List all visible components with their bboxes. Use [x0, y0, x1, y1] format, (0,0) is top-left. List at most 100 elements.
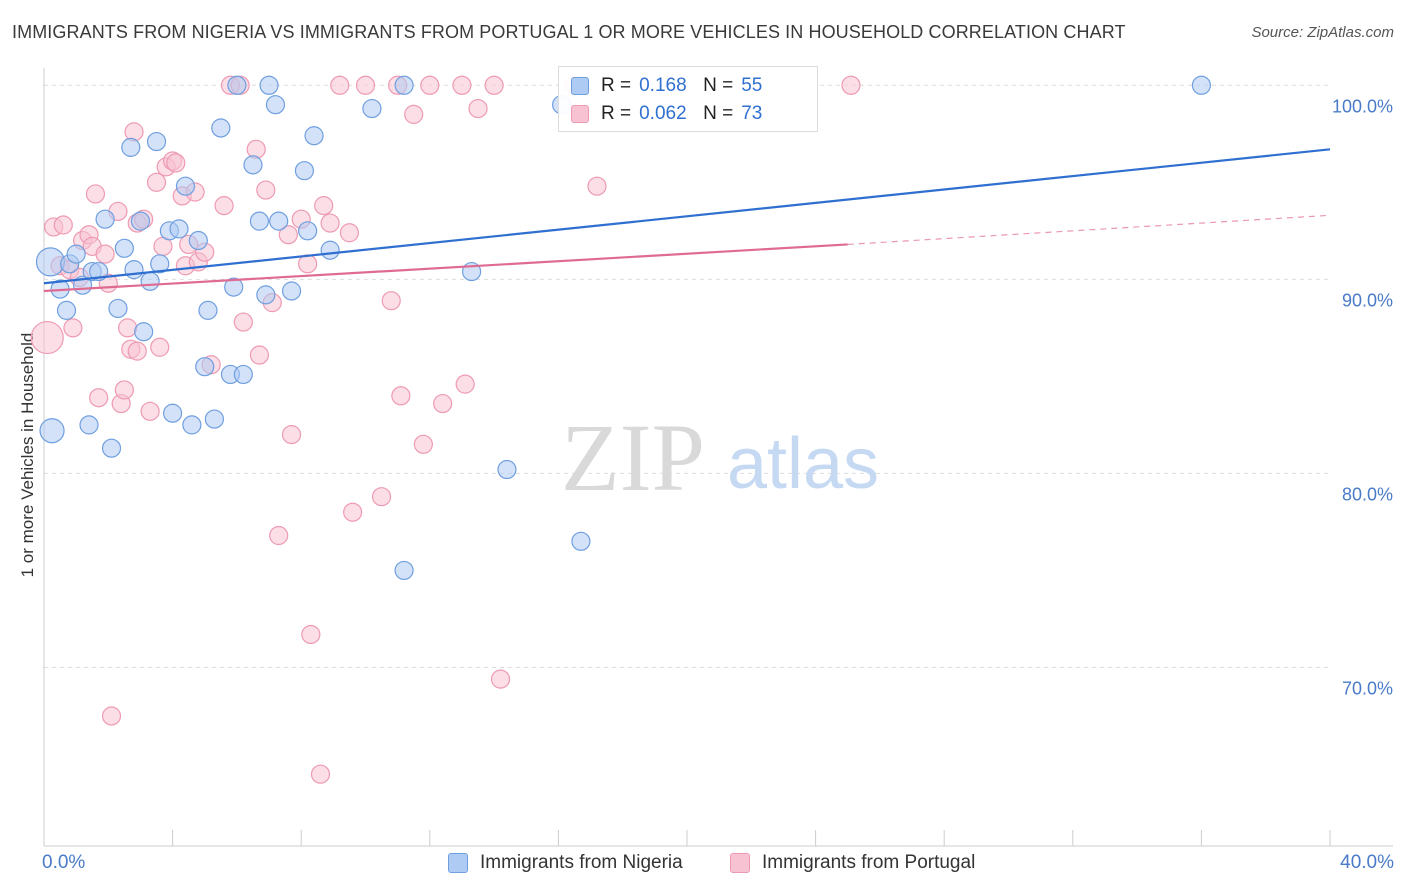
portugal-point	[30, 320, 64, 355]
nigeria-point	[269, 211, 289, 231]
portugal-point	[166, 153, 186, 173]
portugal-point	[249, 345, 270, 365]
y-tick-label: 80.0%	[1342, 484, 1393, 504]
nigeria-point	[497, 459, 517, 480]
nigeria-point	[101, 438, 122, 458]
nigeria-point	[394, 75, 414, 95]
n-label: N =	[703, 103, 734, 124]
nigeria-point	[224, 277, 244, 297]
portugal-point	[256, 180, 276, 200]
nigeria-swatch	[571, 77, 589, 95]
y-tick-labels: 70.0% 80.0% 90.0% 100.0%	[1332, 96, 1393, 698]
watermark-atlas: atlas	[727, 424, 879, 504]
portugal-point	[381, 291, 401, 311]
nigeria-point	[79, 415, 99, 435]
portugal-point	[433, 393, 453, 414]
nigeria-point	[121, 137, 141, 157]
nigeria-point	[188, 230, 208, 251]
nigeria-point	[182, 415, 202, 435]
portugal-point	[339, 223, 360, 243]
nigeria-point	[66, 244, 86, 264]
nigeria-point	[140, 271, 160, 291]
nigeria-point	[108, 298, 128, 319]
nigeria-point	[1191, 75, 1212, 95]
y-tick-label: 100.0%	[1332, 96, 1393, 116]
r-label: R =	[601, 103, 632, 124]
nigeria-point	[163, 403, 183, 423]
portugal-point	[63, 318, 83, 338]
nigeria-point	[134, 322, 154, 342]
portugal-point	[330, 75, 350, 95]
portugal-point	[114, 380, 134, 400]
nigeria-point	[211, 118, 231, 138]
r-value: 0.168	[639, 75, 687, 96]
portugal-point	[343, 502, 363, 522]
nigeria-point	[265, 95, 286, 115]
legend-label-nigeria: Immigrants from Nigeria	[480, 852, 683, 873]
nigeria-point	[56, 300, 77, 320]
portugal-point	[413, 434, 433, 454]
portugal-point	[587, 176, 607, 196]
portugal-point	[124, 122, 144, 142]
legend-item-nigeria[interactable]: Immigrants from Nigeria	[448, 852, 683, 874]
r-label: R =	[601, 75, 632, 96]
portugal-point	[278, 225, 298, 245]
nigeria-point	[256, 285, 276, 305]
portugal-point	[150, 337, 170, 357]
nigeria-point	[294, 161, 315, 181]
watermark-zip: ZIP	[561, 404, 705, 511]
portugal-point	[281, 424, 302, 445]
y-tick-label: 90.0%	[1342, 290, 1393, 310]
portugal-point	[484, 75, 504, 95]
n-value: 73	[741, 103, 763, 124]
portugal-point	[314, 196, 334, 216]
x-tick-min: 0.0%	[42, 852, 86, 873]
portugal-point	[146, 172, 167, 192]
nigeria-point	[233, 364, 253, 385]
portugal-point	[371, 487, 392, 507]
nigeria-point	[39, 418, 65, 444]
portugal-point	[101, 706, 122, 726]
portugal-point	[468, 98, 488, 119]
nigeria-point	[175, 176, 196, 196]
nigeria-point	[124, 260, 144, 280]
portugal-point	[269, 525, 289, 546]
nigeria-point	[95, 209, 115, 229]
nigeria-point	[114, 238, 134, 258]
nigeria-point	[362, 98, 382, 119]
portugal-point	[455, 374, 475, 394]
legend-label-portugal: Immigrants from Portugal	[762, 852, 976, 873]
nigeria-point	[195, 357, 215, 377]
nigeria-point	[281, 281, 302, 301]
portugal-swatch	[730, 853, 750, 873]
nigeria-trend-line	[43, 148, 1331, 285]
portugal-trend-line	[43, 243, 848, 293]
chart-title: IMMIGRANTS FROM NIGERIA VS IMMIGRANTS FR…	[12, 22, 1126, 42]
axes	[43, 68, 1393, 847]
portugal-point	[233, 312, 253, 332]
nigeria-point	[169, 219, 189, 239]
portugal-point	[214, 196, 234, 216]
portugal-point	[140, 401, 160, 421]
nigeria-point	[243, 155, 263, 175]
portugal-trend-extension	[847, 214, 1331, 246]
nigeria-swatch	[448, 853, 468, 873]
portugal-point	[355, 75, 376, 95]
portugal-point	[420, 75, 440, 95]
portugal-point	[95, 244, 115, 264]
portugal-point	[310, 764, 331, 784]
r-value: 0.062	[639, 103, 687, 124]
nigeria-point	[320, 240, 340, 260]
nigeria-point	[35, 247, 66, 277]
nigeria-point	[571, 531, 591, 551]
n-label: N =	[703, 75, 734, 96]
series-legend: Immigrants from Nigeria Immigrants from …	[0, 852, 1406, 878]
nigeria-point	[198, 300, 218, 320]
portugal-point	[391, 386, 411, 406]
nigeria-point	[259, 75, 279, 95]
portugal-point	[127, 341, 147, 361]
portugal-point	[246, 139, 266, 159]
legend-item-portugal[interactable]: Immigrants from Portugal	[730, 852, 975, 874]
portugal-point	[53, 215, 73, 235]
